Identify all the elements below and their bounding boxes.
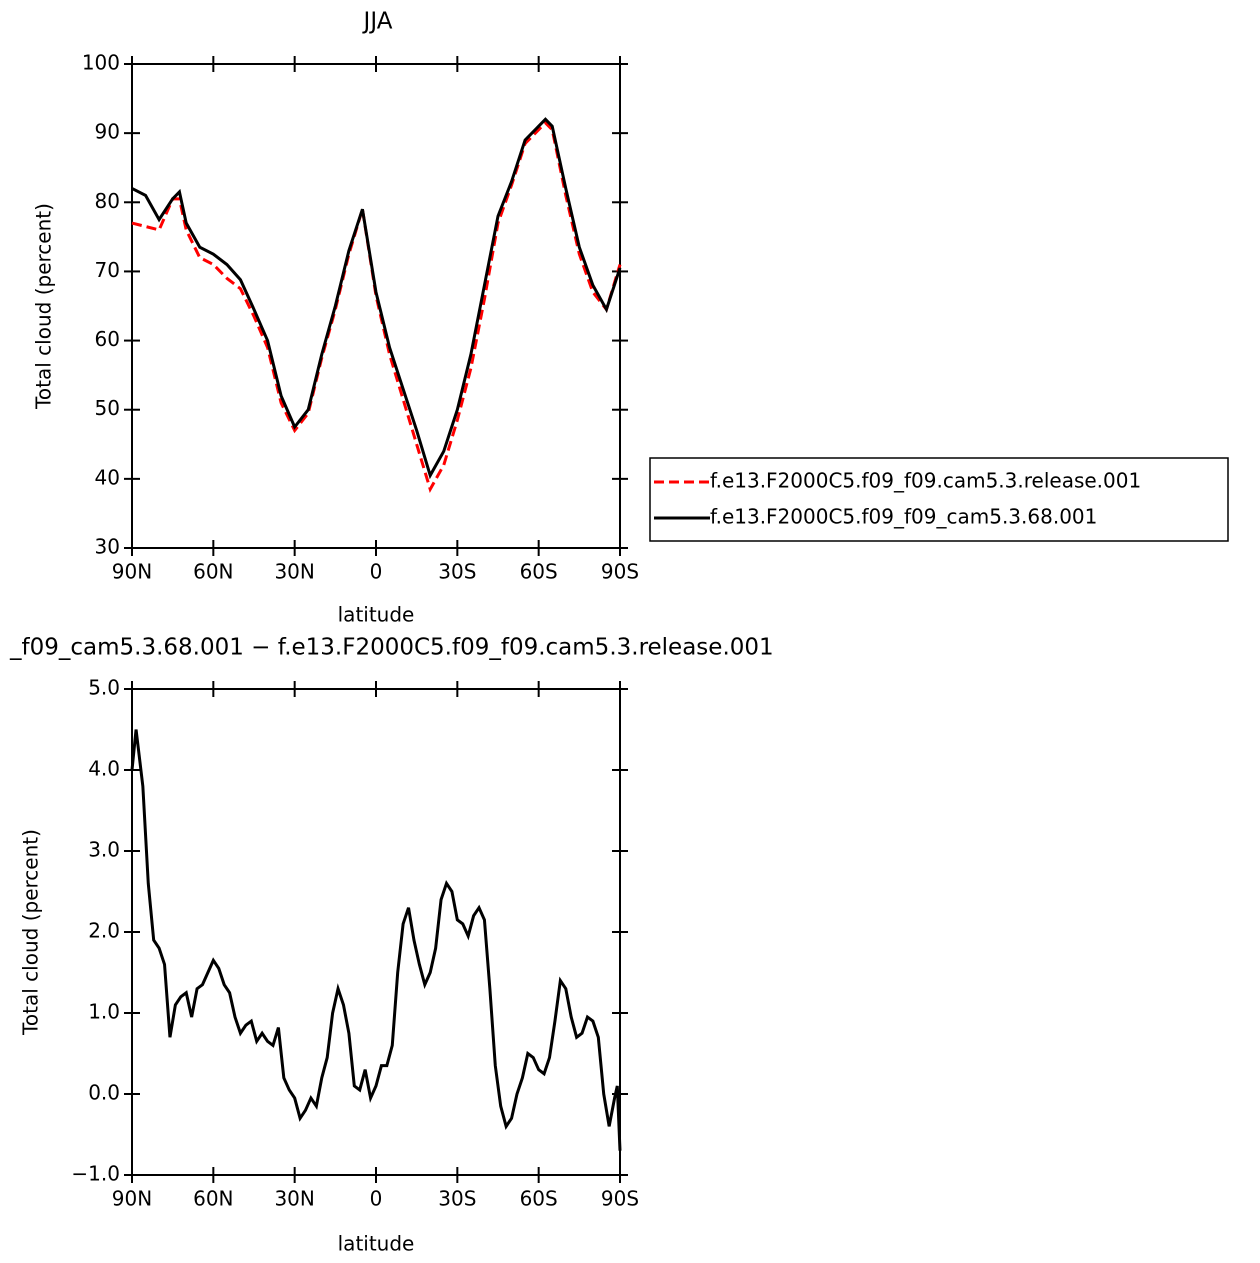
x-axis-label: latitude	[338, 1232, 415, 1256]
y-axis-label: Total cloud (percent)	[19, 829, 43, 1036]
y-tick-label: 3.0	[88, 838, 120, 862]
y-tick-label: −1.0	[71, 1162, 120, 1186]
chart-title: _f09_cam5.3.68.001 − f.e13.F2000C5.f09_f…	[9, 635, 774, 661]
y-tick-label: 4.0	[88, 757, 120, 781]
x-tick-label: 90N	[112, 560, 152, 584]
x-tick-label: 90S	[601, 1187, 639, 1211]
y-tick-label: 30	[95, 535, 120, 559]
y-tick-label: 60	[95, 327, 120, 351]
data-line	[131, 117, 622, 480]
x-axis-label: latitude	[338, 603, 415, 627]
x-tick-label: 0	[370, 560, 383, 584]
x-tick-label: 90S	[601, 560, 639, 584]
data-line	[131, 120, 622, 494]
legend-label: f.e13.F2000C5.f09_f09_cam5.3.68.001	[710, 505, 1097, 529]
y-axis-label: Total cloud (percent)	[32, 203, 56, 410]
x-tick-label: 30S	[438, 560, 476, 584]
y-tick-label: 80	[95, 189, 120, 213]
x-tick-label: 60S	[520, 1187, 558, 1211]
y-tick-label: 50	[95, 396, 120, 420]
x-tick-label: 0	[370, 1187, 383, 1211]
y-tick-label: 40	[95, 465, 120, 489]
y-tick-label: 0.0	[88, 1081, 120, 1105]
legend-label: f.e13.F2000C5.f09_f09.cam5.3.release.001	[710, 469, 1141, 493]
x-tick-label: 30N	[274, 560, 314, 584]
x-tick-label: 30N	[274, 1187, 314, 1211]
x-tick-label: 90N	[112, 1187, 152, 1211]
y-tick-label: 2.0	[88, 919, 120, 943]
data-line	[130, 729, 622, 1151]
y-tick-label: 100	[82, 51, 120, 75]
plot-frame	[131, 63, 621, 549]
y-tick-label: 70	[95, 258, 120, 282]
y-tick-label: 90	[95, 120, 120, 144]
chart-title: JJA	[362, 9, 393, 35]
plot-frame	[131, 688, 621, 1176]
y-tick-label: 1.0	[88, 1000, 120, 1024]
legend-box	[649, 457, 1229, 542]
x-tick-label: 60S	[520, 560, 558, 584]
x-tick-label: 60N	[193, 560, 233, 584]
x-tick-label: 30S	[438, 1187, 476, 1211]
x-tick-label: 60N	[193, 1187, 233, 1211]
y-tick-label: 5.0	[88, 676, 120, 700]
